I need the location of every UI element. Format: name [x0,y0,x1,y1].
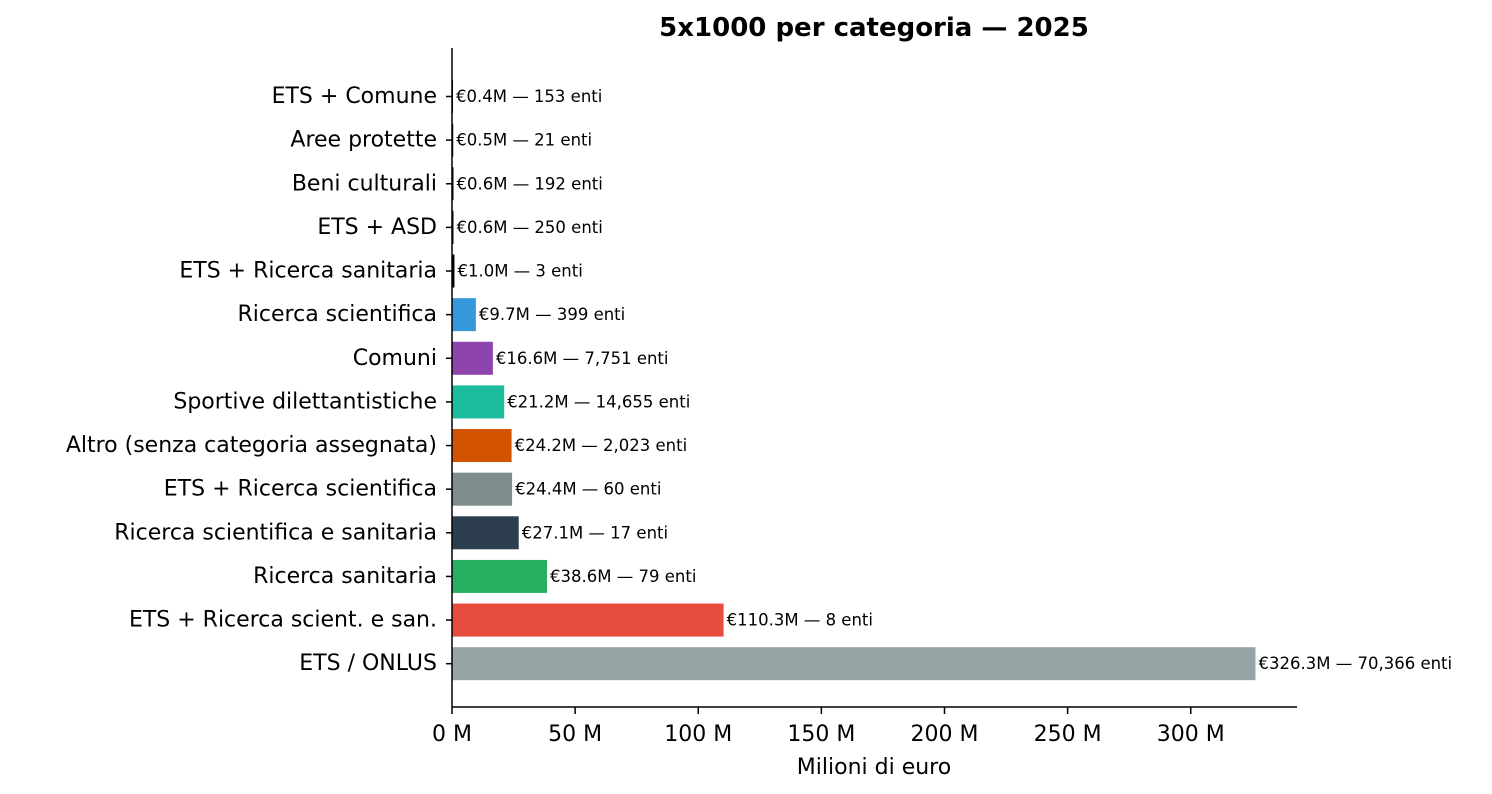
data-label: €9.7M — 399 enti [479,305,625,324]
x-tick-label: 300 M [1157,722,1225,747]
category-label: ETS + ASD [317,215,437,240]
category-label: ETS + Ricerca sanitaria [179,259,437,284]
bar-5 [452,298,476,332]
x-tick-label: 0 M [432,722,472,747]
x-tick-label: 100 M [664,722,732,747]
bar-13 [452,647,1256,681]
category-label: ETS + Comune [272,84,437,109]
category-label: Ricerca scientifica [238,302,437,327]
category-label: Sportive dilettantistiche [173,389,437,414]
bar-9 [452,472,513,506]
data-label: €0.6M — 192 enti [456,174,602,193]
data-label: €21.2M — 14,655 enti [507,392,690,411]
data-label: €0.4M — 153 enti [456,87,602,106]
bar-12 [452,603,724,637]
bar-6 [452,341,493,375]
data-label: €24.4M — 60 enti [515,480,661,499]
bar-10 [452,516,519,550]
category-label: Ricerca scientifica e sanitaria [114,520,437,545]
data-label: €110.3M — 8 enti [727,611,873,630]
category-label: Aree protette [290,128,437,153]
bar-8 [452,429,512,463]
x-axis: 0 M 50 M 100 M 150 M 200 M 250 M 300 M [432,707,1225,747]
category-label: Altro (senza categoria assegnata) [66,433,437,458]
bar-4 [452,254,455,288]
bars-layer: €0.4M — 153 enti €0.5M — 21 enti €0.6M — 1… [452,80,1453,681]
category-labels: ETS + Comune Aree protette Beni culturali E… [66,84,452,676]
x-tick-label: 50 M [548,722,602,747]
category-label: Ricerca sanitaria [253,564,437,589]
data-label: €24.2M — 2,023 enti [515,436,688,455]
data-label: €27.1M — 17 enti [522,523,668,542]
data-label: €16.6M — 7,751 enti [496,349,669,368]
category-label: ETS + Ricerca scient. e san. [129,608,437,633]
category-label: ETS / ONLUS [299,651,437,676]
x-axis-title: Milioni di euro [797,755,951,780]
data-label: €1.0M — 3 enti [457,262,582,281]
data-label: €326.3M — 70,366 enti [1259,654,1453,673]
category-label: ETS + Ricerca scientifica [164,477,437,502]
x-tick-label: 250 M [1034,722,1102,747]
bar-11 [452,559,548,593]
category-label: Comuni [353,346,437,371]
x-tick-label: 150 M [787,722,855,747]
data-label: €38.6M — 79 enti [550,567,696,586]
x-tick-label: 200 M [911,722,979,747]
bar-7 [452,385,505,419]
chart-title: 5x1000 per categoria — 2025 [659,13,1089,43]
data-label: €0.5M — 21 enti [456,131,592,150]
category-label: Beni culturali [292,171,437,196]
data-label: €0.6M — 250 enti [456,218,602,237]
